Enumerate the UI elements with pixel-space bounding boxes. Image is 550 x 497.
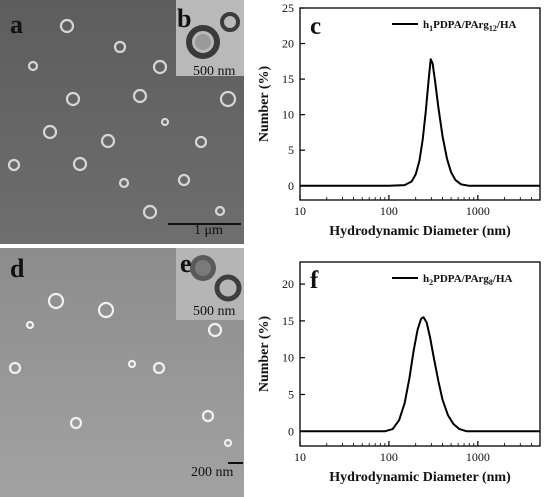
- scale-label-d: 200 nm: [191, 465, 234, 480]
- y-tick-label: 15: [282, 72, 294, 86]
- x-tick-label: 1000: [466, 450, 490, 464]
- panel-label-d: d: [10, 254, 25, 283]
- y-tick-label: 20: [282, 37, 294, 51]
- x-axis-label: Hydrodynamic Diameter (nm): [329, 470, 511, 485]
- panel-label-a: a: [10, 10, 23, 39]
- legend-label: h2PDPA/PArg8/HA: [423, 273, 513, 287]
- scale-bar-d: [228, 462, 243, 464]
- y-axis-label: Number (%): [257, 65, 272, 142]
- legend-label: h1PDPA/PArg12/HA: [423, 19, 517, 33]
- y-tick-label: 0: [288, 424, 294, 438]
- y-tick-label: 20: [282, 277, 294, 291]
- y-tick-label: 5: [288, 387, 294, 401]
- y-tick-label: 10: [282, 108, 294, 122]
- y-tick-label: 10: [282, 351, 294, 365]
- tem-inset-b: [176, 0, 244, 76]
- plot-frame: [299, 7, 541, 201]
- scale-bar-a: [168, 223, 241, 225]
- x-tick-label: 10: [294, 450, 306, 464]
- panel-label-c: c: [310, 13, 321, 40]
- x-tick-label: 100: [380, 450, 398, 464]
- y-tick-label: 5: [288, 143, 294, 157]
- x-axis-label: Hydrodynamic Diameter (nm): [329, 224, 511, 239]
- series-line: [300, 316, 540, 433]
- y-tick-label: 15: [282, 314, 294, 328]
- panel-label-e: e: [180, 249, 192, 278]
- y-tick-label: 0: [288, 179, 294, 193]
- scale-label-e: 500 nm: [193, 304, 236, 319]
- plot-frame: [299, 261, 541, 447]
- particles-d: [8, 292, 233, 448]
- y-axis-label: Number (%): [257, 315, 272, 392]
- scale-label-a: 1 μm: [194, 223, 223, 238]
- x-tick-label: 10: [294, 204, 306, 218]
- particles-a: [7, 18, 237, 220]
- x-tick-label: 1000: [466, 204, 490, 218]
- scale-label-b: 500 nm: [193, 64, 236, 79]
- x-tick-label: 100: [380, 204, 398, 218]
- panel-label-f: f: [310, 267, 319, 294]
- y-tick-label: 25: [282, 1, 294, 15]
- panel-label-b: b: [177, 4, 192, 33]
- series-line: [300, 58, 540, 187]
- dls-chart-f: 0 5 10 15 20 10 100 1000 f h2PDPA/PArg8/HA Hydrody…: [257, 261, 541, 485]
- tem-inset-e: [176, 248, 244, 320]
- dls-chart-c: 0 5 10 15 20 25 10 100 1000 c h1PDPA/PArg12/HA Hydr…: [257, 1, 541, 239]
